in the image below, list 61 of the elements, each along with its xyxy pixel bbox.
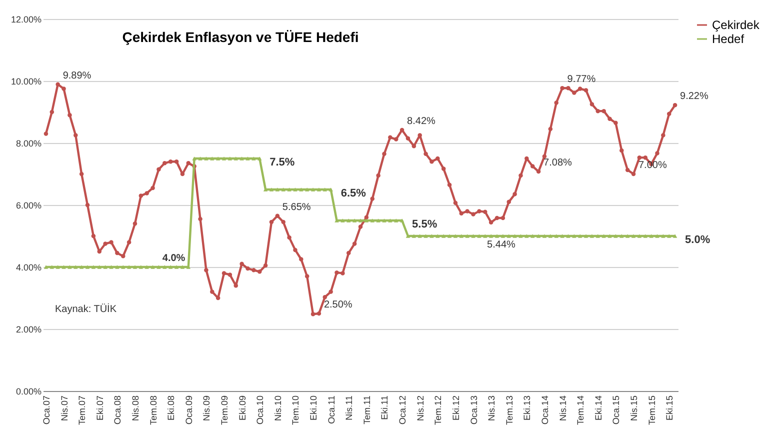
x-tick-label: Eki.07 <box>94 396 105 421</box>
y-tick-label: 12.00% <box>10 14 42 24</box>
y-tick-label: 0.00% <box>16 386 42 396</box>
annotation: Kaynak: TÜİK <box>55 303 117 315</box>
x-tick-label: Eki.12 <box>450 396 461 421</box>
x-tick-label: Tem.09 <box>220 396 230 426</box>
x-tick-label: Tem.08 <box>148 396 158 426</box>
x-tick-label: Tem.10 <box>290 396 301 426</box>
x-tick-label: Nis.14 <box>558 396 568 422</box>
x-tick-label: Tem.07 <box>77 396 88 426</box>
data-label: 6.5% <box>340 188 366 200</box>
x-tick-label: Eki.14 <box>593 396 604 421</box>
data-label: 5.5% <box>412 218 438 230</box>
x-tick-label: Oca.13 <box>468 396 479 425</box>
x-tick-label: Eki.15 <box>664 396 675 421</box>
data-label: 7.00% <box>638 160 667 171</box>
x-tick-label: Tem.11 <box>362 396 372 424</box>
data-label: 9.22% <box>680 91 708 102</box>
x-tick-label: Nis.10 <box>272 396 283 422</box>
data-label: 7.08% <box>544 158 572 169</box>
x-tick-label: Oca.08 <box>112 396 123 425</box>
data-label: 2.50% <box>324 300 352 310</box>
y-tick-label: 6.00% <box>16 200 42 210</box>
legend-label: Hedef <box>712 32 745 46</box>
x-tick-label: Oca.07 <box>41 396 52 425</box>
data-label: 5.65% <box>282 202 311 213</box>
x-tick-label: Tem.13 <box>504 396 514 426</box>
y-tick-label: 4.00% <box>16 262 42 272</box>
x-tick-label: Nis.13 <box>486 396 497 422</box>
x-tick-label: Eki.09 <box>237 396 248 421</box>
x-tick-label: Tem.14 <box>576 396 586 426</box>
x-tick-label: Nis.11 <box>344 396 354 420</box>
x-tick-label: Nis.08 <box>130 396 140 422</box>
data-label: 4.0% <box>162 253 186 264</box>
x-tick-label: Eki.13 <box>522 396 532 421</box>
y-tick-label: 8.00% <box>16 138 42 148</box>
x-tick-label: Tem.15 <box>646 396 657 426</box>
x-tick-label: Oca.09 <box>184 396 194 425</box>
x-tick-label: Eki.08 <box>166 396 176 421</box>
x-tick-label: Oca.14 <box>540 396 550 425</box>
y-tick-label: 10.00% <box>10 76 42 86</box>
x-tick-label: Oca.11 <box>326 396 336 424</box>
data-label: 9.77% <box>567 74 596 86</box>
text: Çekirdek Enflasyon ve TÜFE Hedefi <box>122 29 359 45</box>
x-tick-label: Nis.12 <box>415 396 426 422</box>
x-tick-label: Eki.11 <box>380 396 390 420</box>
x-tick-label: Eki.10 <box>308 396 319 421</box>
x-tick-label: Nis.09 <box>202 396 212 422</box>
x-tick-label: Oca.15 <box>611 396 622 425</box>
x-tick-label: Oca.10 <box>255 396 266 425</box>
data-label: 8.42% <box>407 116 436 127</box>
data-label: 5.0% <box>685 234 710 246</box>
x-tick-label: Nis.07 <box>59 396 70 422</box>
x-tick-label: Oca.12 <box>398 396 408 425</box>
x-tick-label: Tem.12 <box>433 396 444 426</box>
legend-label: Çekirdek <box>712 18 760 32</box>
data-label: 7.5% <box>270 156 295 168</box>
data-label: 9.89% <box>62 70 92 82</box>
y-tick-label: 2.00% <box>16 324 42 334</box>
x-tick-label: Nis.15 <box>628 396 639 422</box>
data-label: 5.44% <box>487 239 516 250</box>
